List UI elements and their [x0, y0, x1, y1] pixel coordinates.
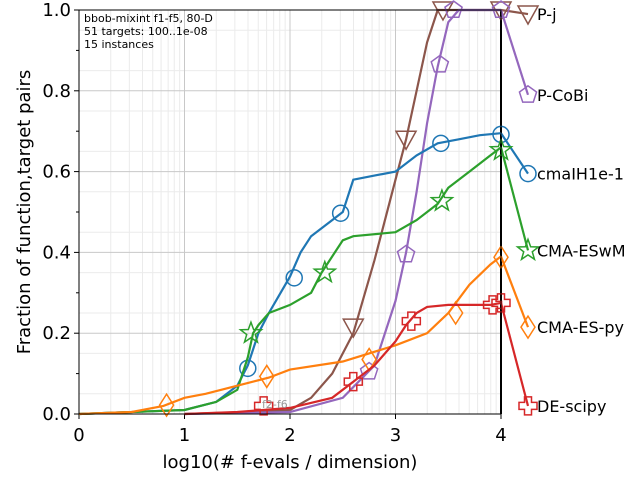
x-tick-label: 3: [390, 425, 401, 446]
series-end-labels: P-j P-CoBi cmaIH1e-1 CMA-ESwM CMA-ES-py DE-sc…: [515, 5, 626, 416]
data-marker: [430, 54, 450, 73]
series-connector: [499, 256, 530, 328]
series-label: CMA-ES-py: [537, 318, 624, 337]
series-1: [184, 0, 530, 416]
legend-marker: [520, 314, 536, 340]
y-tick-label: 0.0: [42, 404, 71, 425]
series-label: P-j: [537, 5, 557, 24]
data-marker: [447, 300, 464, 326]
data-marker: [432, 134, 450, 153]
stats-annotation: bbob-mixint f1-f5, 80-D 51 targets: 100.…: [84, 12, 213, 51]
axis-ticks: 0 1 2 3 4 0.0 0.2 0.4 0.6 0.8 1.0: [42, 0, 506, 446]
legend-marker: [516, 5, 540, 26]
series-label: P-CoBi: [537, 86, 588, 105]
annotation-line-1: bbob-mixint f1-f5, 80-D: [84, 12, 213, 25]
x-axis-label: log10(# f-evals / dimension): [163, 452, 418, 473]
legend-marker: [515, 237, 541, 262]
series-line: [184, 301, 502, 416]
y-tick-label: 0.8: [42, 81, 71, 102]
legend-marker: [519, 164, 537, 183]
series-4: [78, 244, 530, 418]
series-connector: [499, 9, 530, 96]
data-marker: [444, 0, 463, 19]
data-marker: [238, 319, 264, 344]
x-tick-label: 4: [495, 425, 506, 446]
series-connector: [499, 147, 530, 251]
x-tick-label: 0: [73, 425, 84, 446]
data-marker: [394, 130, 418, 151]
data-marker: [258, 364, 275, 389]
plot-frame: [78, 9, 502, 415]
data-marker: [482, 295, 503, 315]
series-label: cmaIH1e-1: [537, 165, 624, 184]
data-marker: [343, 371, 364, 392]
y-tick-label: 0.6: [42, 162, 71, 183]
data-marker: [401, 311, 422, 331]
x-tick-label: 1: [179, 425, 190, 446]
data-marker: [331, 204, 350, 222]
data-marker: [342, 318, 365, 339]
legend-marker: [518, 396, 538, 416]
series-label: CMA-ESwM: [537, 241, 626, 260]
y-axis-label: Fraction of function,target pairs: [14, 70, 35, 355]
data-marker: [429, 187, 455, 212]
annotation-line-3: 15 instances: [84, 38, 154, 51]
data-marker: [285, 269, 303, 287]
y-tick-label: 0.4: [42, 242, 71, 263]
data-marker: [312, 259, 338, 284]
data-marker: [359, 361, 379, 380]
data-marker: [431, 1, 455, 22]
series-curves: [78, 0, 530, 418]
data-marker: [396, 244, 416, 263]
annotation-line-2: 51 targets: 100..1e-08: [84, 25, 208, 38]
faint-text: f2-f6: [262, 398, 288, 411]
series-2: [78, 125, 529, 416]
series-5: [184, 293, 530, 416]
data-marker: [491, 293, 511, 313]
y-tick-label: 1.0: [42, 0, 71, 21]
y-tick-label: 0.2: [42, 323, 71, 344]
series-connector: [499, 302, 530, 407]
series-0: [184, 1, 529, 416]
series-line: [78, 255, 502, 416]
data-marker: [253, 396, 274, 416]
data-marker: [158, 392, 175, 418]
series-label: DE-scipy: [537, 397, 606, 416]
legend-marker: [518, 84, 538, 103]
series-3: [78, 136, 530, 416]
x-tick-label: 2: [284, 425, 295, 446]
